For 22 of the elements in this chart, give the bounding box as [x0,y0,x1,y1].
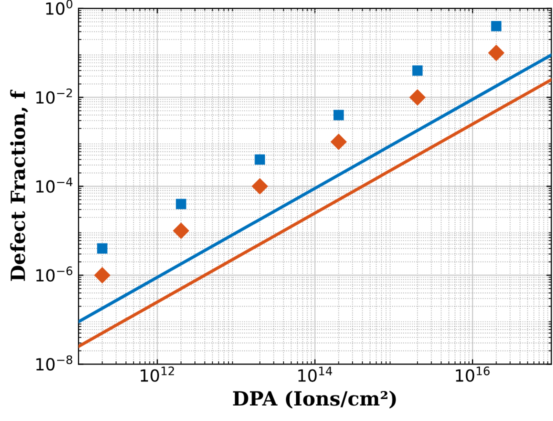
x-tick-label: 10$^{12}$ [140,366,174,382]
y-tick-label: 10$^{0}$ [46,0,72,15]
point [488,44,504,62]
point [334,110,344,120]
point [252,178,268,195]
point [409,89,426,106]
point [412,65,423,76]
y-axis-title: Defect Fraction, f [10,90,28,281]
point [176,198,186,210]
point [97,243,108,254]
y-tick-label: 10$^{−6}$ [36,266,72,282]
point [330,134,347,150]
x-axis-title: DPA (Ions/cm²) [233,390,396,409]
point [172,222,190,239]
point [94,267,110,284]
x-tick-label: 10$^{14}$ [298,366,332,382]
point [254,154,266,165]
y-tick-label: 10$^{−2}$ [36,88,72,104]
point [491,20,502,32]
y-tick-label: 10$^{−4}$ [36,178,72,193]
x-tick-label: 10$^{16}$ [456,366,490,382]
y-tick-label: 10$^{−8}$ [36,355,72,371]
